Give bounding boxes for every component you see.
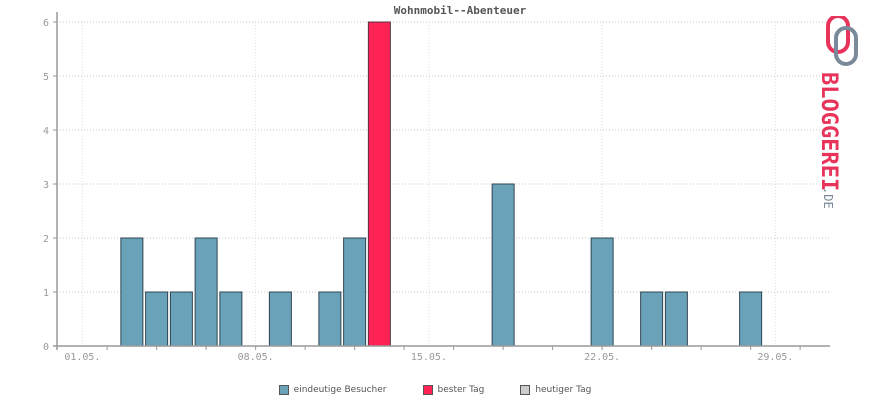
bar <box>194 237 218 347</box>
logo-suffix: .DE <box>821 187 835 209</box>
bar <box>491 183 515 347</box>
legend-label-today: heutiger Tag <box>535 385 592 395</box>
x-tick-label: 29.05. <box>757 352 793 363</box>
bloggerei-logo-mark: BLOGGEREI .DE <box>816 14 858 209</box>
y-tick-label: 3 <box>43 180 49 191</box>
x-tick-label: 15.05. <box>411 352 447 363</box>
x-tick-label: 01.05. <box>64 352 100 363</box>
bar <box>343 237 367 347</box>
bar <box>739 291 763 347</box>
y-tick-label: 6 <box>43 18 49 29</box>
legend-item-visitors: eindeutige Besucher <box>278 385 387 395</box>
legend-swatch-today <box>520 385 531 395</box>
bar-best-day <box>367 21 391 347</box>
chart-title: Wohnmobil--Abenteuer <box>393 4 527 17</box>
bar <box>640 291 664 347</box>
legend-label-visitors: eindeutige Besucher <box>293 385 387 395</box>
bar <box>169 291 193 347</box>
logo-text: BLOGGEREI <box>816 72 841 191</box>
bar <box>219 291 243 347</box>
y-tick-label: 5 <box>43 72 49 83</box>
legend-swatch-best-day <box>422 385 433 395</box>
bar <box>268 291 292 347</box>
legend-item-best-day: bester Tag <box>422 385 485 395</box>
y-tick-label: 0 <box>43 342 49 353</box>
legend-label-best-day: bester Tag <box>437 385 485 395</box>
chart-legend: eindeutige Besucher bester Tag heutiger … <box>0 385 870 395</box>
bar <box>664 291 688 347</box>
bloggerei-logo: BLOGGEREI .DE <box>806 14 862 216</box>
legend-item-today: heutiger Tag <box>520 385 591 395</box>
x-tick-label: 22.05. <box>584 352 620 363</box>
legend-swatch-visitors <box>278 385 289 395</box>
bar <box>318 291 342 347</box>
bar <box>145 291 169 347</box>
y-tick-label: 4 <box>43 126 49 137</box>
y-tick-label: 1 <box>43 288 49 299</box>
x-tick-label: 08.05. <box>238 352 274 363</box>
bar <box>590 237 614 347</box>
y-tick-label: 2 <box>43 234 49 245</box>
bar <box>120 237 144 347</box>
